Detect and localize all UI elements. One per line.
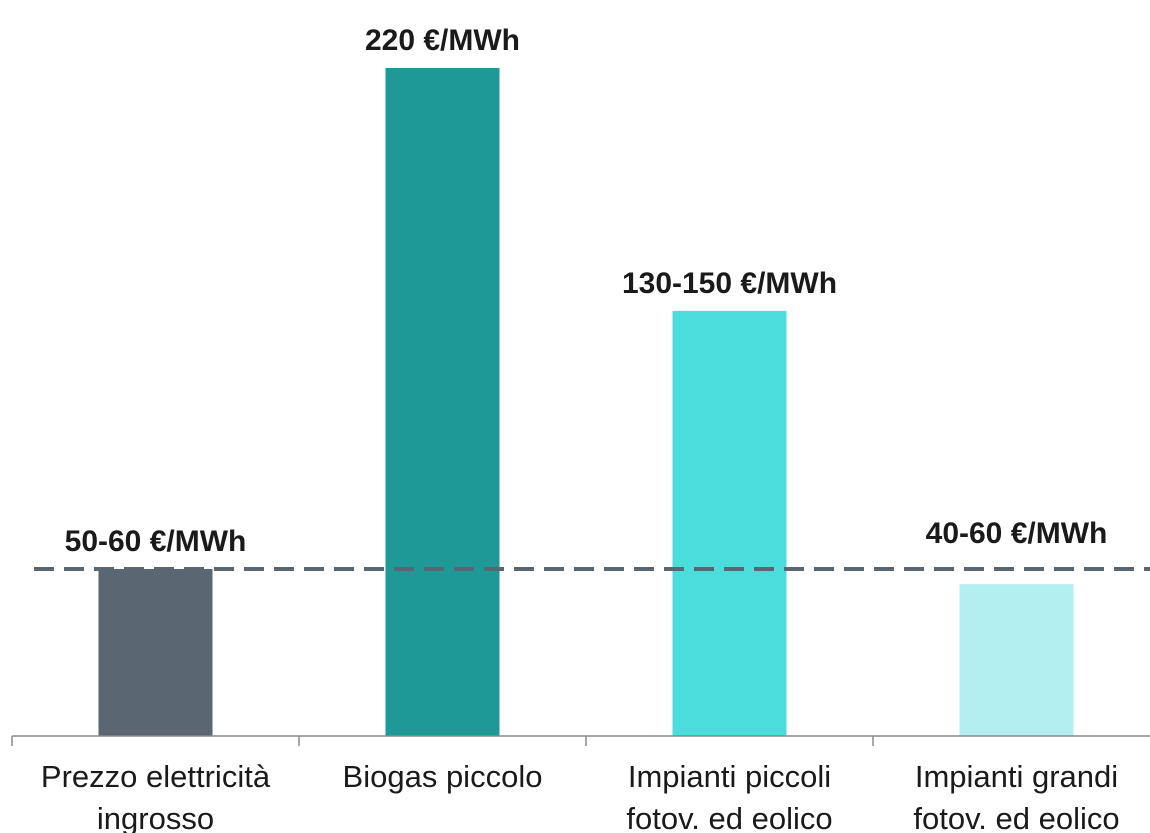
bar-2 — [672, 310, 787, 736]
category-label-0-0: Prezzo elettricità — [41, 759, 271, 794]
bar-3 — [959, 584, 1074, 736]
category-label-3-0: Impianti grandi — [915, 759, 1118, 794]
data-labels: 50-60 €/MWh 220 €/MWh 130-150 €/MWh 40-60 €… — [65, 24, 1108, 558]
data-label-3: 40-60 €/MWh — [926, 517, 1108, 550]
bar-0 — [98, 569, 213, 736]
bars — [98, 68, 1074, 736]
category-label-1-0: Biogas piccolo — [343, 759, 543, 794]
x-axis — [11, 735, 1150, 746]
data-label-2: 130-150 €/MWh — [622, 267, 837, 300]
category-labels: Prezzo elettricità ingrosso Biogas piccolo… — [41, 759, 1120, 833]
category-label-3-1: fotov. ed eolico — [913, 801, 1119, 833]
data-label-0: 50-60 €/MWh — [65, 525, 247, 558]
category-label-0-1: ingrosso — [97, 801, 214, 833]
data-label-1: 220 €/MWh — [365, 24, 520, 57]
bar-1 — [385, 68, 500, 736]
category-label-2-1: fotov. ed eolico — [626, 801, 832, 833]
category-label-2-0: Impianti piccoli — [628, 759, 831, 794]
